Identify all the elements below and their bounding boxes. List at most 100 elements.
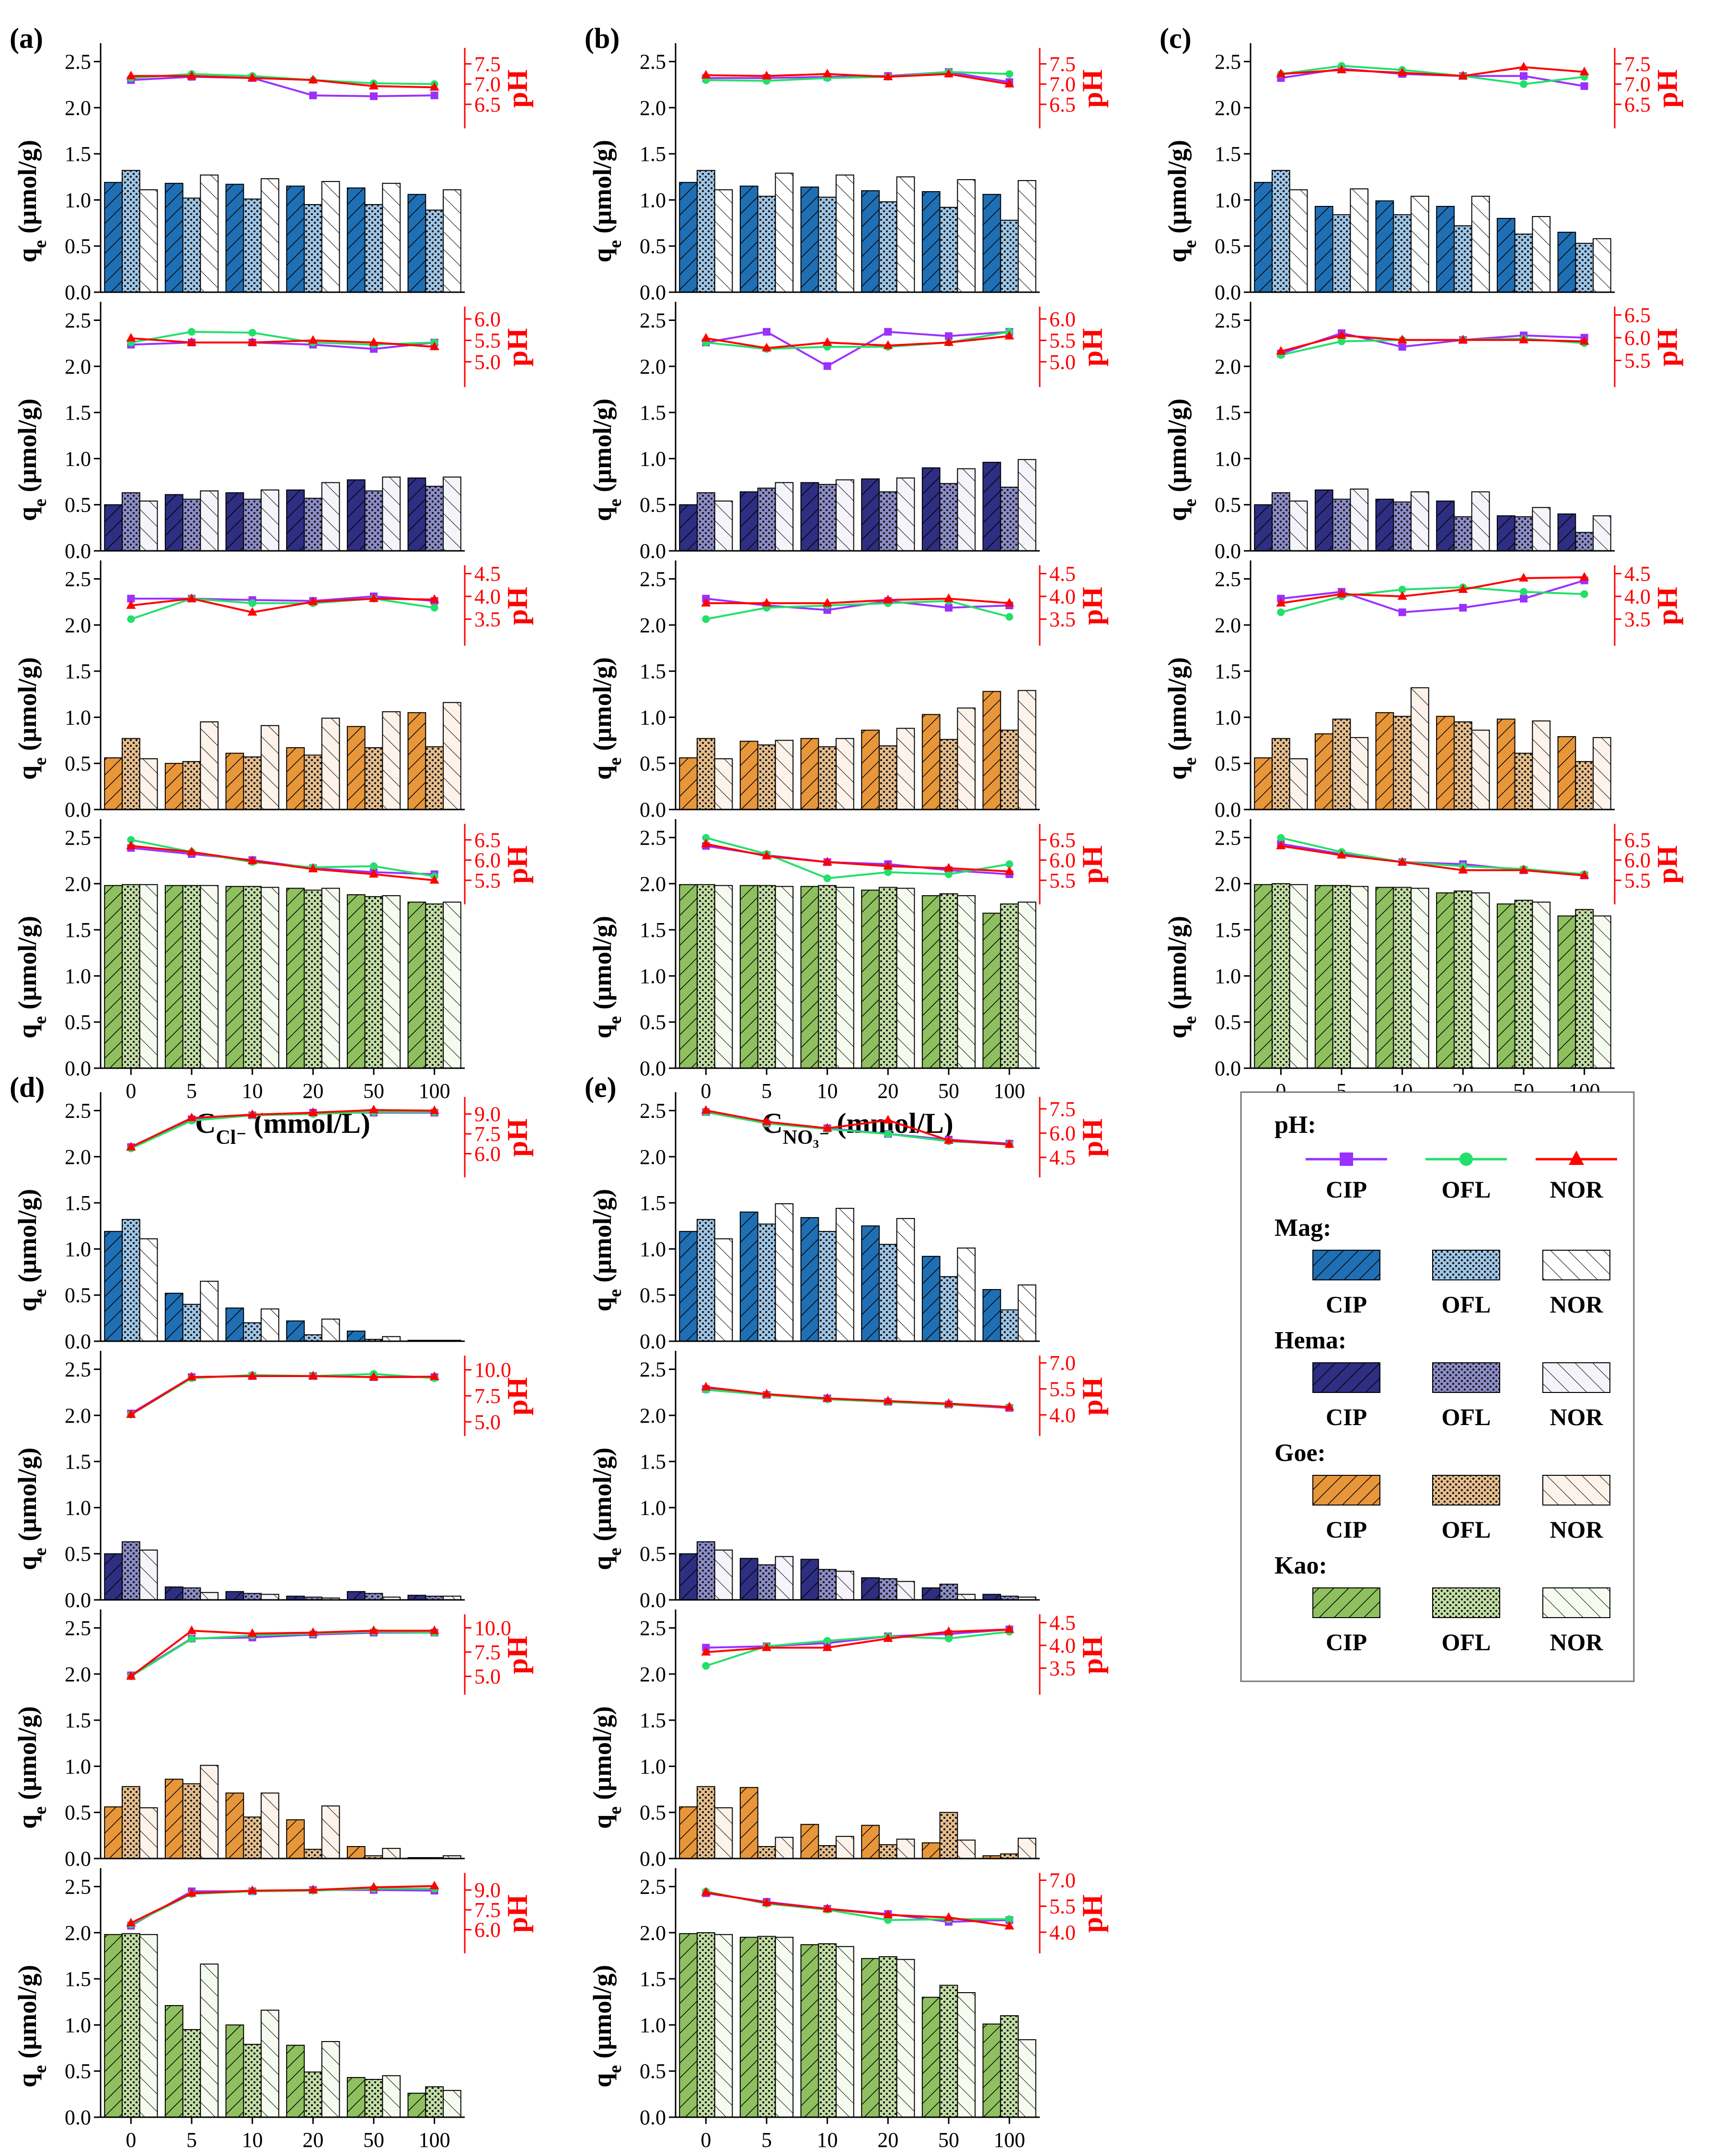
- y-tick-label: 2.0: [1215, 355, 1241, 378]
- bar-pattern-nor-1: [775, 1204, 793, 1341]
- ph-point-nor-0: [701, 1887, 711, 1896]
- ph-point-nor-0: [701, 333, 711, 342]
- ph-line-ofl: [131, 73, 435, 85]
- legend-ph-label-ofl: OFL: [1442, 1176, 1491, 1203]
- subplot-goe: 0.0 0.5 1.0 1.5 2.0 2.5 5.07.510.0pH qe (μmol/g…: [13, 1609, 533, 1871]
- y-axis-label-units: (μmol/g): [588, 140, 617, 240]
- y-tick-label: 0.5: [640, 235, 666, 258]
- bar-pattern-ofl-3: [1454, 516, 1472, 551]
- subplot-goe: 0.0 0.5 1.0 1.5 2.0 2.5 3.54.04.5pH qe (μmol/g): [1163, 560, 1683, 821]
- ph-tick-label: 6.5: [1049, 828, 1076, 852]
- ph-point-nor-4: [944, 1398, 953, 1407]
- ph-line-cip: [1280, 332, 1585, 355]
- ph-point-ofl-0: [1277, 834, 1285, 842]
- ph-point-ofl-4: [1520, 80, 1527, 88]
- bar-pattern-nor-1: [775, 886, 793, 1068]
- ph-point-nor-5: [429, 342, 439, 350]
- y-tick-label: 2.5: [65, 568, 91, 591]
- y-tick-label: 0.5: [640, 2060, 666, 2083]
- bar-pattern-ofl-0: [697, 170, 715, 292]
- ph-tick-label: 7.5: [1049, 52, 1076, 76]
- ph-axis-label: pH: [1652, 328, 1683, 366]
- bar-pattern-ofl-5: [1000, 730, 1019, 810]
- bar-pattern-cip-0: [104, 758, 122, 810]
- ph-tick-label: 3.5: [1624, 608, 1651, 631]
- bar-pattern-cip-0: [104, 1807, 122, 1859]
- legend-swatch-pattern-goe-cip: [1313, 1475, 1380, 1505]
- y-tick-label: 1.5: [65, 401, 91, 424]
- bar-pattern-ofl-0: [697, 1219, 715, 1341]
- ph-point-cip-2: [1398, 608, 1406, 616]
- bar-pattern-cip-0: [1254, 758, 1272, 810]
- y-axis-label-units: (μmol/g): [13, 1189, 42, 1289]
- bar-pattern-nor-0: [714, 501, 733, 551]
- y-tick-label: 2.0: [640, 1145, 666, 1169]
- y-tick-label: 0.0: [640, 281, 666, 304]
- y-tick-label: 0.0: [65, 798, 91, 821]
- bar-pattern-ofl-0: [1272, 170, 1290, 292]
- x-tick-label: 10: [242, 2128, 263, 2152]
- ph-tick-label: 6.5: [474, 93, 501, 116]
- ph-point-nor-0: [701, 69, 711, 79]
- ph-point-ofl-2: [823, 874, 831, 882]
- y-axis-label: qe (μmol/g): [13, 1189, 50, 1312]
- y-tick-label: 0.0: [65, 1588, 91, 1612]
- bar-pattern-cip-4: [922, 192, 940, 292]
- y-axis-label-main: q: [588, 1297, 617, 1312]
- legend-label-kao-ofl: OFL: [1442, 1629, 1491, 1655]
- ph-point-nor-5: [1579, 870, 1589, 879]
- bar-pattern-nor-0: [714, 759, 733, 810]
- ph-point-ofl-1: [1338, 337, 1345, 345]
- bar-pattern-nor-1: [1350, 489, 1368, 551]
- ph-line-ofl: [705, 1890, 1010, 1921]
- y-tick-label: 1.0: [65, 964, 91, 988]
- ph-point-nor-4: [369, 1625, 379, 1634]
- bar-pattern-nor-4: [382, 183, 401, 292]
- bar-pattern-nor-5: [1593, 515, 1611, 551]
- y-axis-label-sub: e: [1180, 499, 1200, 507]
- y-axis-label-units: (μmol/g): [1163, 140, 1192, 240]
- y-tick-label: 1.0: [1215, 447, 1241, 470]
- bar-pattern-ofl-2: [818, 747, 837, 810]
- x-tick-label: 50: [363, 1079, 384, 1103]
- ph-tick-label: 6.0: [474, 308, 501, 331]
- bar-pattern-ofl-2: [818, 1231, 837, 1341]
- bar-pattern-cip-0: [679, 884, 697, 1068]
- bar-pattern-nor-5: [443, 902, 461, 1068]
- bar-pattern-cip-5: [1558, 916, 1576, 1068]
- bar-pattern-cip-0: [679, 1807, 697, 1859]
- y-axis-label-sub: e: [30, 240, 50, 248]
- legend-group-title-mag: Mag:: [1275, 1214, 1331, 1242]
- bar-pattern-ofl-3: [879, 1244, 897, 1341]
- ph-point-nor-4: [944, 1626, 953, 1635]
- y-axis-label-units: (μmol/g): [13, 140, 42, 240]
- ph-tick-label: 4.5: [1049, 1611, 1076, 1635]
- ph-line-ofl: [1280, 837, 1585, 876]
- bar-pattern-ofl-1: [758, 885, 776, 1068]
- bar-pattern-nor-4: [1532, 721, 1550, 810]
- ph-point-ofl-3: [884, 1130, 892, 1138]
- x-tick-label: 20: [302, 2128, 323, 2152]
- ph-point-nor-1: [1337, 330, 1346, 339]
- ph-point-nor-4: [1519, 865, 1528, 874]
- bar-pattern-cip-1: [740, 1937, 758, 2117]
- subplot-kao: 0.0 0.5 1.0 1.5 2.0 2.5 5.56.06.5pH qe (μmol/g)…: [1163, 819, 1683, 1149]
- bar-pattern-ofl-0: [697, 1786, 715, 1859]
- bar-pattern-nor-3: [896, 728, 915, 810]
- bar-pattern-cip-2: [1376, 499, 1394, 551]
- bar-pattern-cip-4: [922, 1587, 940, 1600]
- legend-ph-label-cip: CIP: [1326, 1176, 1367, 1203]
- y-tick-label: 0.5: [65, 1011, 91, 1034]
- bar-pattern-nor-3: [1471, 196, 1490, 292]
- bar-pattern-cip-4: [1497, 218, 1515, 292]
- ph-point-nor-3: [308, 596, 318, 605]
- y-axis-label-units: (μmol/g): [13, 1448, 42, 1548]
- bar-pattern-nor-4: [382, 477, 401, 551]
- bar-pattern-cip-3: [287, 490, 304, 551]
- subplot-mag: 0.0 0.5 1.0 1.5 2.0 2.5 4.56.07.5pH qe (μmol/g): [588, 1092, 1108, 1353]
- ph-axis-label: pH: [502, 587, 533, 625]
- bar-pattern-cip-3: [287, 1596, 304, 1600]
- y-tick-label: 1.5: [640, 1450, 666, 1473]
- legend-group-title-hema: Hema:: [1275, 1327, 1346, 1354]
